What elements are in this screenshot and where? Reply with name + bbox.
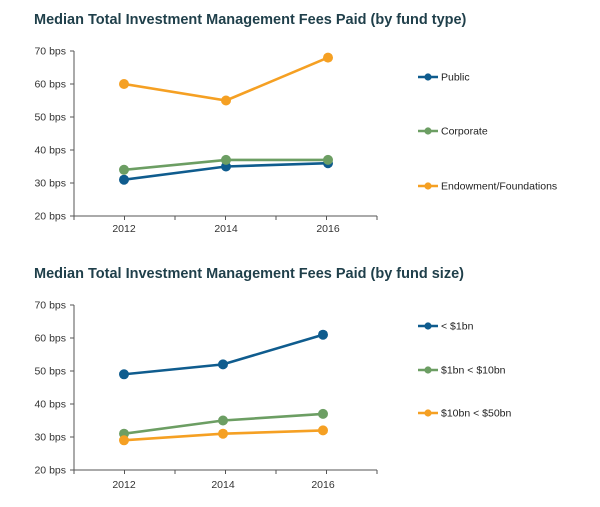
legend-label: Corporate [441, 126, 488, 138]
legend-marker [424, 73, 432, 81]
data-point [218, 428, 228, 439]
y-tick-label: 30 bps [34, 432, 66, 444]
x-tick-label: 2014 [214, 223, 238, 235]
legend-marker [424, 322, 432, 330]
data-point [221, 154, 231, 165]
y-tick-label: 50 bps [34, 366, 66, 378]
legend-marker [424, 366, 432, 374]
data-point [218, 359, 228, 370]
y-tick-label: 40 bps [34, 145, 66, 157]
y-tick-label: 70 bps [34, 300, 66, 312]
y-tick-label: 30 bps [34, 178, 66, 190]
data-point [323, 52, 333, 63]
data-point [119, 79, 129, 89]
y-tick-label: 70 bps [34, 46, 66, 58]
x-tick-label: 2012 [112, 223, 136, 235]
y-tick-label: 60 bps [34, 333, 66, 345]
data-point [323, 154, 333, 165]
legend-label: Public [441, 72, 470, 84]
data-point [119, 174, 129, 185]
legend-marker [424, 127, 432, 135]
data-point [119, 435, 129, 446]
x-tick-label: 2012 [112, 479, 136, 491]
data-point [221, 95, 231, 106]
data-point [218, 415, 228, 426]
x-tick-label: 2016 [311, 479, 335, 491]
y-tick-label: 60 bps [34, 79, 66, 91]
legend-label: $1bn < $10bn [441, 365, 506, 377]
y-tick-label: 50 bps [34, 112, 66, 124]
legend-marker [424, 409, 432, 417]
series-line-3 [123, 56, 329, 102]
chart-title-fund-size: Median Total Investment Management Fees … [34, 266, 464, 282]
legend-label: Endowment/Foundations [441, 181, 557, 193]
y-tick-label: 20 bps [34, 465, 66, 477]
legend-label: < $1bn [441, 321, 474, 333]
data-point [119, 164, 129, 175]
chart-2: 20 bps 30 bps 40 bps 50 bps 60 bps 70 bps 2012… [34, 300, 511, 492]
x-tick-label: 2014 [211, 479, 235, 491]
y-tick-label: 40 bps [34, 399, 66, 411]
chart-1: 20 bps 30 bps 40 bps 50 bps 60 bps 70 bps 2012… [34, 46, 557, 236]
legend-marker [424, 182, 432, 190]
y-tick-label: 20 bps [34, 211, 66, 223]
legend-label: $10bn < $50bn [441, 408, 512, 420]
chart-title-fund-type: Median Total Investment Management Fees … [34, 12, 467, 28]
data-point [318, 329, 328, 340]
data-point [119, 369, 129, 380]
data-point [318, 425, 328, 436]
data-point [318, 408, 328, 419]
x-tick-label: 2016 [316, 223, 340, 235]
